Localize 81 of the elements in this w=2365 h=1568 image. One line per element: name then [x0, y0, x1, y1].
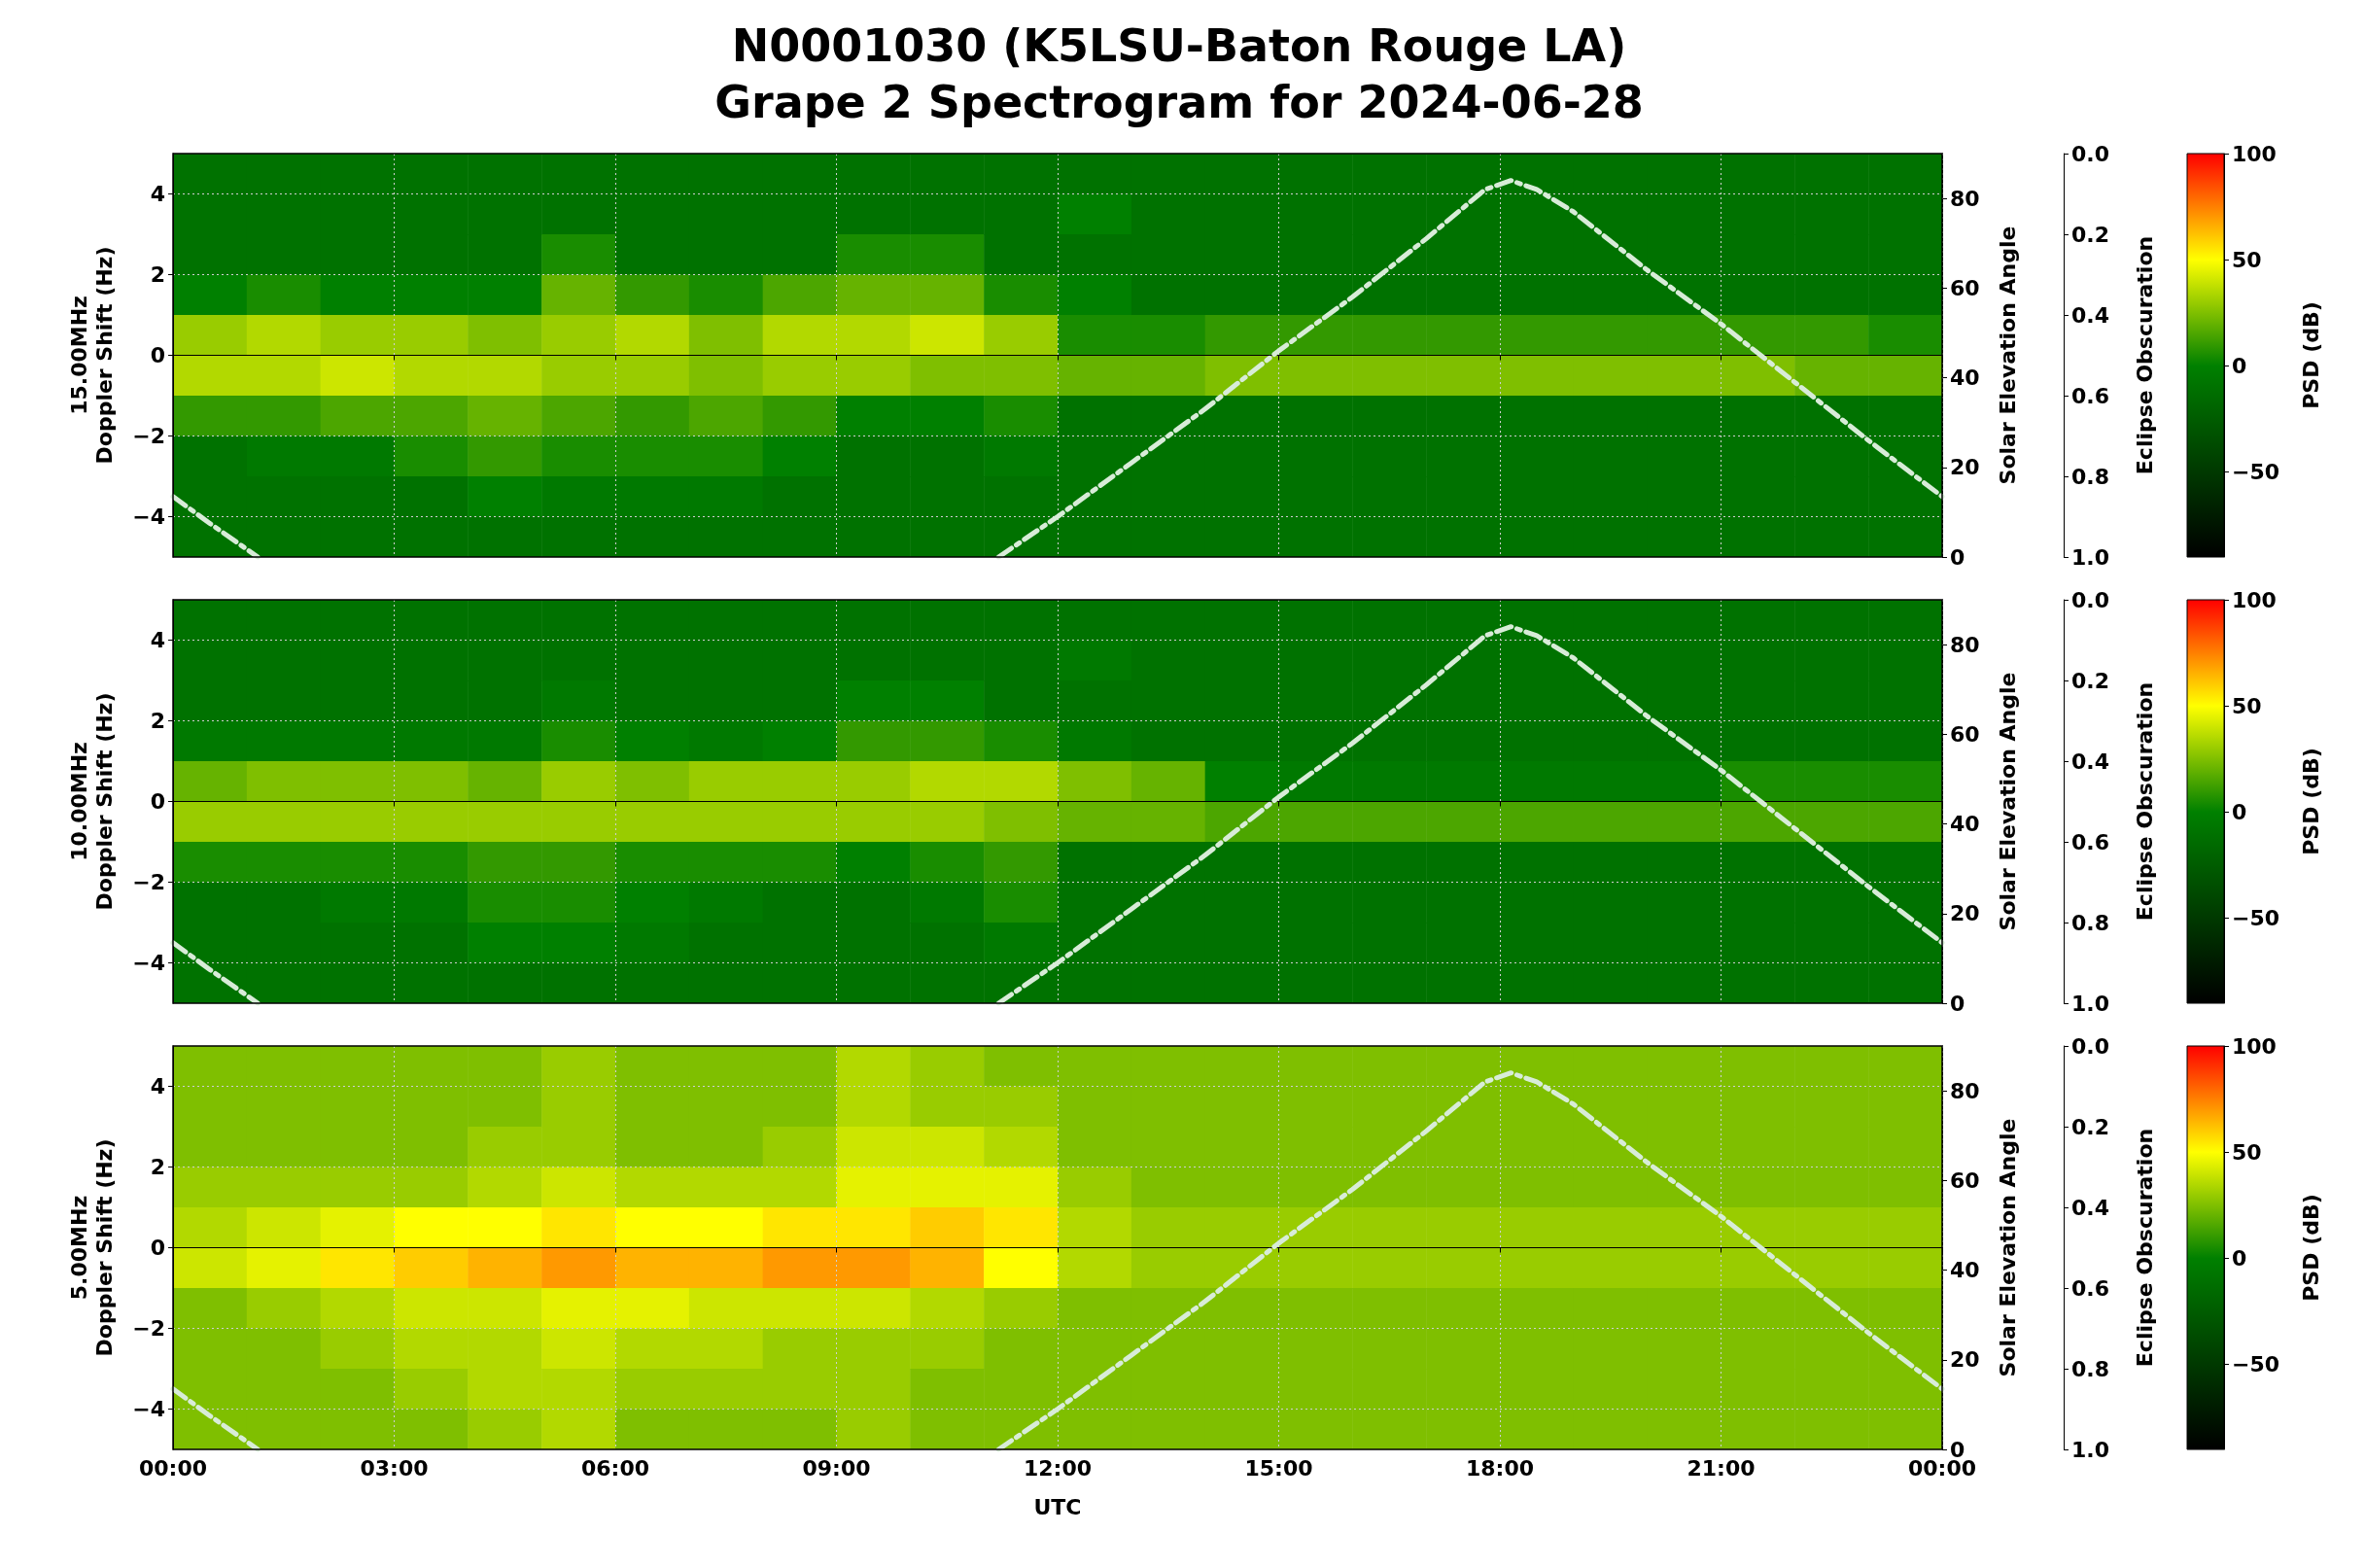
color-bar-title: PSD (dB): [2298, 1194, 2323, 1302]
color-bar-title: PSD (dB): [2298, 748, 2323, 855]
y3-tick-label: 0.0: [2071, 587, 2109, 612]
y-tick-label: −4: [132, 1397, 165, 1421]
color-bar-label: 50: [2232, 1139, 2262, 1165]
y2-tick-label: 0: [1950, 991, 1965, 1016]
y-tick-label: 2: [150, 262, 165, 287]
color-bar-label: 100: [2232, 141, 2277, 166]
color-bar-label: 100: [2232, 1033, 2277, 1059]
y3-tick-label: 0.6: [2071, 383, 2109, 408]
y3-tick-label: 0.6: [2071, 829, 2109, 854]
y2-tick-label: 80: [1950, 186, 1980, 211]
y3-tick-label: 0.6: [2071, 1275, 2109, 1301]
y3-axis-title: Eclipse Obscuration: [2132, 681, 2157, 922]
color-bar-label: 0: [2232, 1245, 2247, 1271]
y2-axis-title: Solar Elevation Angle: [1995, 226, 2020, 485]
x-tick-label: 21:00: [1687, 1455, 1756, 1481]
color-bar-label: −50: [2232, 460, 2280, 485]
x-tick-label: 18:00: [1465, 1455, 1535, 1481]
y3-tick-label: 1.0: [2071, 544, 2109, 570]
y2-tick-label: 60: [1950, 275, 1980, 300]
x-tick-label: 12:00: [1023, 1455, 1093, 1481]
x-tick-label: 15:00: [1244, 1455, 1313, 1481]
y3-tick-label: 0.8: [2071, 910, 2109, 935]
y-tick-label: 2: [150, 1155, 165, 1179]
y3-tick-label: 0.0: [2071, 1033, 2109, 1059]
y-tick-label: 0: [150, 343, 165, 367]
y2-tick-label: 20: [1950, 1347, 1980, 1373]
y-tick-label: −2: [132, 424, 165, 448]
y2-tick-label: 40: [1950, 1258, 1980, 1283]
y-tick-label: −4: [132, 951, 165, 975]
color-bar-label: 0: [2232, 799, 2247, 824]
y3-tick-label: 1.0: [2071, 991, 2109, 1016]
y2-tick-label: 40: [1950, 812, 1980, 837]
y3-tick-label: 0.2: [2071, 668, 2109, 693]
y-tick-label: 2: [150, 709, 165, 733]
color-bar-label: 50: [2232, 693, 2262, 718]
y-axis-title: 10.00MHz Doppler Shift (Hz): [66, 692, 117, 911]
y3-tick-label: 0.2: [2071, 222, 2109, 247]
y-tick-label: 4: [150, 182, 165, 206]
y2-tick-label: 20: [1950, 455, 1980, 480]
color-bar-label: 100: [2232, 587, 2277, 612]
color-bar-label: 50: [2232, 247, 2262, 272]
y3-axis-title: Eclipse Obscuration: [2132, 235, 2157, 475]
y-tick-label: 0: [150, 789, 165, 814]
y-tick-label: 4: [150, 628, 165, 652]
y3-tick-label: 0.8: [2071, 464, 2109, 489]
x-tick-label: 03:00: [360, 1455, 429, 1481]
y2-tick-label: 80: [1950, 632, 1980, 657]
y3-tick-label: 0.0: [2071, 141, 2109, 166]
y3-tick-label: 1.0: [2071, 1437, 2109, 1462]
y2-axis-title: Solar Elevation Angle: [1995, 1118, 2020, 1377]
color-bar-label: 0: [2232, 353, 2247, 378]
x-tick-label: 09:00: [802, 1455, 871, 1481]
y2-tick-label: 60: [1950, 1167, 1980, 1193]
y-axis-title: 5.00MHz Doppler Shift (Hz): [66, 1138, 117, 1357]
y-axis-title: 15.00MHz Doppler Shift (Hz): [66, 246, 117, 465]
y3-tick-label: 0.4: [2071, 749, 2109, 774]
y2-tick-label: 40: [1950, 366, 1980, 391]
y3-tick-label: 0.2: [2071, 1114, 2109, 1139]
y3-tick-label: 0.8: [2071, 1356, 2109, 1381]
y3-tick-label: 0.4: [2071, 302, 2109, 328]
y2-tick-label: 60: [1950, 721, 1980, 747]
y2-tick-label: 80: [1950, 1078, 1980, 1103]
y-tick-label: −4: [132, 505, 165, 529]
x-tick-label: 00:00: [138, 1455, 208, 1481]
y-tick-label: −2: [132, 1316, 165, 1341]
x-tick-label: 06:00: [580, 1455, 650, 1481]
color-bar-label: −50: [2232, 1352, 2280, 1377]
y3-tick-label: 0.4: [2071, 1195, 2109, 1220]
y2-tick-label: 0: [1950, 544, 1965, 570]
color-bar-title: PSD (dB): [2298, 301, 2323, 409]
y2-axis-title: Solar Elevation Angle: [1995, 672, 2020, 931]
color-bar-label: −50: [2232, 906, 2280, 931]
chart-title: N0001030 (K5LSU-Baton Rouge LA) Grape 2 Spectrogram for 2024-06-28: [714, 19, 1644, 128]
y2-tick-label: 20: [1950, 901, 1980, 926]
y-tick-label: 4: [150, 1074, 165, 1098]
x-axis-title: UTC: [1033, 1494, 1082, 1519]
y-tick-label: −2: [132, 870, 165, 894]
y3-axis-title: Eclipse Obscuration: [2132, 1128, 2157, 1368]
y-tick-label: 0: [150, 1236, 165, 1260]
